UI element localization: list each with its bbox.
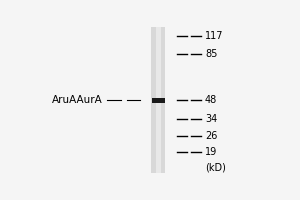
Text: 26: 26 [205,131,217,141]
Text: 48: 48 [205,95,217,105]
Text: 19: 19 [205,147,217,157]
Bar [152,98,165,103]
Text: AruAAurA: AruAAurA [52,95,103,105]
Text: 85: 85 [205,49,217,59]
Bar [152,27,165,173]
Bar [156,27,161,173]
Text: 117: 117 [205,31,224,41]
Text: 34: 34 [205,114,217,124]
Text: (kD): (kD) [205,163,226,173]
